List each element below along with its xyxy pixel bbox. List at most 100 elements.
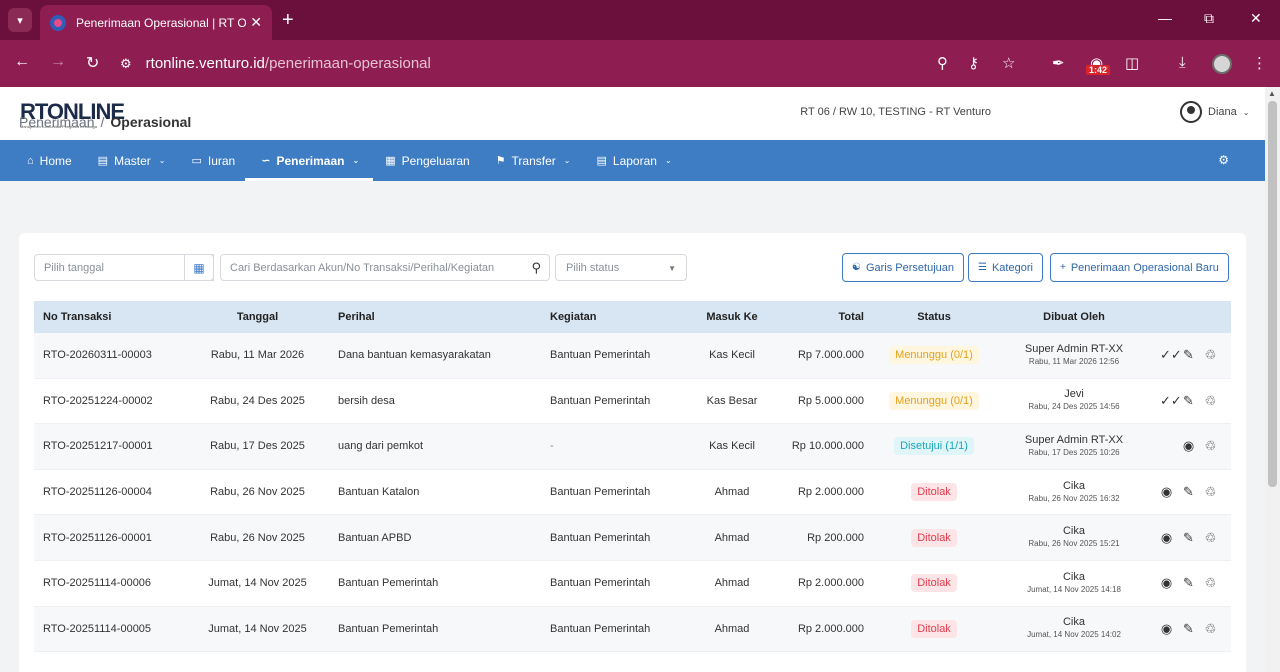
nav-label: Master: [114, 153, 151, 168]
delete-trash-icon[interactable]: ♲: [1204, 575, 1217, 591]
zoom-icon[interactable]: ⚲: [937, 55, 948, 72]
col-header-subject: Perihal: [338, 311, 375, 323]
nav-laporan[interactable]: ▤ Laporan ⌄: [596, 140, 671, 181]
cell-creator: Cika Rabu, 26 Nov 2025 15:21: [1004, 525, 1144, 550]
delete-trash-icon[interactable]: ♲: [1204, 529, 1217, 545]
approval-line-button[interactable]: ☯ Garis Persetujuan: [842, 253, 965, 282]
extension-feather-icon[interactable]: ✒: [1052, 55, 1065, 72]
edit-icon[interactable]: ✎: [1183, 484, 1194, 500]
table-row[interactable]: RTO-20251224-00002 Rabu, 24 Des 2025 bersi…: [34, 379, 1231, 425]
nav-label: Penerimaan: [276, 153, 345, 168]
chart-line-icon: ∽: [261, 155, 271, 167]
delete-trash-icon[interactable]: ♲: [1204, 347, 1217, 363]
extensions-puzzle-icon[interactable]: ◫: [1125, 55, 1140, 72]
close-tab-icon[interactable]: ✕: [250, 14, 262, 30]
tag-icon: ⚑: [495, 155, 506, 167]
nav-penerimaan[interactable]: ∽ Penerimaan ⌄: [245, 140, 374, 181]
chevron-down-icon: ⌄: [158, 156, 166, 165]
download-icon[interactable]: ⤓: [1179, 54, 1186, 71]
reload-icon[interactable]: ↻: [86, 55, 100, 72]
creator-date: Rabu, 26 Nov 2025 15:21: [1028, 539, 1120, 549]
view-eye-icon[interactable]: ◉: [1160, 575, 1173, 591]
edit-icon[interactable]: ✎: [1183, 620, 1194, 636]
table-body: RTO-20260311-00003 Rabu, 11 Mar 2026 Dana …: [34, 333, 1231, 653]
cell-account: Kas Kecil: [709, 440, 755, 453]
table-row[interactable]: RTO-20251114-00006 Jumat, 14 Nov 2025 Bant…: [34, 561, 1231, 607]
restore-icon[interactable]: ⧉: [1204, 10, 1214, 26]
site-info-icon[interactable]: ⚙: [120, 55, 132, 71]
user-avatar-icon: [1180, 101, 1202, 123]
status-badge: Ditolak: [911, 574, 957, 593]
view-eye-icon[interactable]: ◉: [1160, 620, 1173, 636]
user-name: Diana: [1208, 106, 1237, 118]
table-row[interactable]: RTO-20251126-00001 Rabu, 26 Nov 2025 Bantu…: [34, 515, 1231, 561]
delete-trash-icon[interactable]: ♲: [1204, 392, 1217, 408]
category-button[interactable]: ☰ Kategori: [968, 253, 1043, 282]
nav-home[interactable]: ⌂ Home: [27, 140, 72, 181]
url-text[interactable]: rtonline.venturo.id/penerimaan-operasion…: [146, 55, 431, 72]
cell-creator: Super Admin RT-XX Rabu, 17 Des 2025 10:26: [1004, 434, 1144, 459]
search-icon[interactable]: ⚲: [531, 260, 541, 275]
cell-date: Rabu, 26 Nov 2025: [210, 486, 305, 499]
view-eye-icon[interactable]: ◉: [1160, 529, 1173, 545]
calendar-icon[interactable]: ▦: [184, 254, 214, 281]
key-icon[interactable]: ⚷: [968, 55, 979, 72]
browser-profile-avatar[interactable]: [1212, 54, 1232, 74]
calculator-icon: ▦: [385, 155, 396, 167]
status-select[interactable]: Pilih status ▼: [555, 254, 687, 281]
nav-pengeluaran[interactable]: ▦ Pengeluaran: [385, 140, 469, 181]
new-tab-button[interactable]: +: [282, 9, 294, 31]
col-header-total: Total: [838, 311, 864, 323]
table-row[interactable]: RTO-20260311-00003 Rabu, 11 Mar 2026 Dana …: [34, 333, 1231, 379]
edit-icon[interactable]: ✎: [1183, 392, 1194, 408]
table-row[interactable]: RTO-20251114-00005 Jumat, 14 Nov 2025 Bant…: [34, 606, 1231, 653]
breadcrumb-parent[interactable]: Penerimaan: [19, 114, 95, 130]
back-icon[interactable]: ←: [14, 53, 30, 70]
settings-gear-icon[interactable]: ⚙: [1218, 153, 1229, 167]
edit-icon[interactable]: ✎: [1183, 529, 1194, 545]
new-receipt-button[interactable]: + Penerimaan Operasional Baru: [1050, 253, 1229, 282]
search-input[interactable]: Cari Berdasarkan Akun/No Transaksi/Perih…: [220, 254, 550, 281]
table-row[interactable]: RTO-20251126-00004 Rabu, 26 Nov 2025 Bantu…: [34, 470, 1231, 516]
user-menu[interactable]: Diana ⌄: [1180, 101, 1249, 123]
delete-trash-icon[interactable]: ♲: [1204, 620, 1217, 636]
status-badge: Menunggu (0/1): [889, 391, 979, 410]
cell-status: Ditolak: [864, 483, 1004, 502]
approve-check-icon[interactable]: ✓✓: [1160, 392, 1182, 408]
scroll-thumb[interactable]: [1268, 101, 1277, 487]
nav-transfer[interactable]: ⚑ Transfer ⌄: [496, 140, 571, 181]
edit-icon[interactable]: ✎: [1183, 575, 1194, 591]
cell-no: RTO-20251114-00006: [43, 577, 152, 590]
delete-trash-icon[interactable]: ♲: [1204, 438, 1217, 454]
minimize-icon[interactable]: —: [1158, 10, 1172, 26]
table-row[interactable]: RTO-20251217-00001 Rabu, 17 Des 2025 uang …: [34, 424, 1231, 470]
cell-actions: ◉ ✎ ♲: [1144, 484, 1231, 500]
view-eye-icon[interactable]: ◉: [1160, 484, 1173, 500]
cell-total: Rp 10.000.000: [791, 440, 864, 453]
address-bar[interactable]: ⚙ rtonline.venturo.id/penerimaan-operasi…: [120, 40, 431, 87]
forward-icon[interactable]: →: [50, 53, 66, 70]
cell-activity: Bantuan Pemerintah: [550, 577, 651, 590]
approve-check-icon[interactable]: ✓✓: [1160, 347, 1182, 363]
delete-trash-icon[interactable]: ♲: [1204, 484, 1217, 500]
view-eye-icon[interactable]: ◉: [1182, 438, 1195, 454]
close-window-icon[interactable]: ✕: [1250, 10, 1262, 26]
menu-kebab-icon[interactable]: ⋮: [1252, 55, 1267, 72]
app-logo[interactable]: RTONLINE Manajemen Komunitas Pengurus Le…: [20, 99, 125, 129]
cell-status: Ditolak: [864, 574, 1004, 593]
chevron-down-icon: ⌄: [563, 156, 571, 165]
cell-account: Kas Kecil: [709, 349, 755, 362]
creator-name: Cika: [1062, 616, 1085, 629]
edit-icon[interactable]: ✎: [1183, 347, 1194, 363]
tab-search-button[interactable]: ▾: [8, 8, 32, 32]
nav-iuran[interactable]: ▭ Iuran: [191, 140, 235, 181]
scroll-up-arrow-icon[interactable]: ▲: [1268, 89, 1276, 98]
page-scrollbar[interactable]: ▲: [1265, 87, 1280, 672]
browser-tab[interactable]: Penerimaan Operasional | RT Online ✕: [40, 5, 272, 40]
nav-master[interactable]: ▤ Master ⌄: [98, 140, 166, 181]
col-header-activity: Kegiatan: [550, 311, 597, 323]
plus-icon: +: [1060, 262, 1066, 273]
cell-creator: Cika Jumat, 14 Nov 2025 14:02: [1004, 616, 1144, 641]
bookmark-star-icon[interactable]: ☆: [1002, 55, 1016, 72]
cell-status: Disetujui (1/1): [864, 437, 1004, 456]
